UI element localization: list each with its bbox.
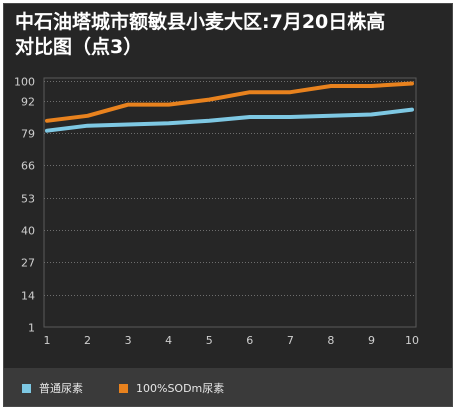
- y-tick-label: 14: [21, 290, 35, 303]
- x-tick-label: 7: [287, 334, 294, 347]
- x-tick-label: 3: [125, 334, 132, 347]
- y-tick-label: 79: [21, 128, 35, 141]
- y-tick-label: 40: [21, 225, 35, 238]
- y-tick-label: 27: [21, 257, 35, 270]
- x-tick-label: 4: [165, 334, 172, 347]
- chart-title: 中石油塔城市额敏县小麦大区:7月20日株高 对比图（点3）: [15, 10, 445, 60]
- legend-item-series-2: 100%SODm尿素: [119, 380, 224, 396]
- legend-label-series-2: 100%SODm尿素: [136, 382, 225, 395]
- chart-title-line2: 对比图（点3）: [15, 36, 143, 58]
- chart-card: 中石油塔城市额敏县小麦大区:7月20日株高 对比图（点3） 1 14 27 40 53 6…: [3, 3, 453, 407]
- x-tick-label: 10: [405, 334, 419, 347]
- y-tick-label: 1: [28, 322, 35, 335]
- series-line-2: [45, 81, 414, 123]
- x-tick-label: 5: [206, 334, 213, 347]
- legend-swatch-series-2: [119, 383, 128, 393]
- x-tick-label: 6: [246, 334, 253, 347]
- y-tick-label: 92: [21, 96, 35, 109]
- plot-area: [43, 77, 417, 328]
- y-tick-label: 100: [14, 76, 35, 89]
- series-line-1: [45, 107, 414, 133]
- x-tick-label: 2: [84, 334, 91, 347]
- legend-item-series-1: 普通尿素: [22, 380, 83, 396]
- y-tick-label: 53: [21, 193, 35, 206]
- y-tick-label: 66: [21, 160, 35, 173]
- chart-title-line1: 中石油塔城市额敏县小麦大区:7月20日株高: [15, 11, 386, 33]
- legend-label-series-1: 普通尿素: [39, 382, 83, 395]
- legend-swatch-series-1: [22, 383, 31, 393]
- chart-legend: 普通尿素 100%SODm尿素: [4, 368, 452, 406]
- x-tick-label: 9: [368, 334, 375, 347]
- x-tick-label: 8: [327, 334, 334, 347]
- x-tick-label: 1: [44, 334, 51, 347]
- line-chart: 1 14 27 40 53 66 79 92 100 1 2 3 4 5 6 7 8 9 10: [14, 76, 419, 348]
